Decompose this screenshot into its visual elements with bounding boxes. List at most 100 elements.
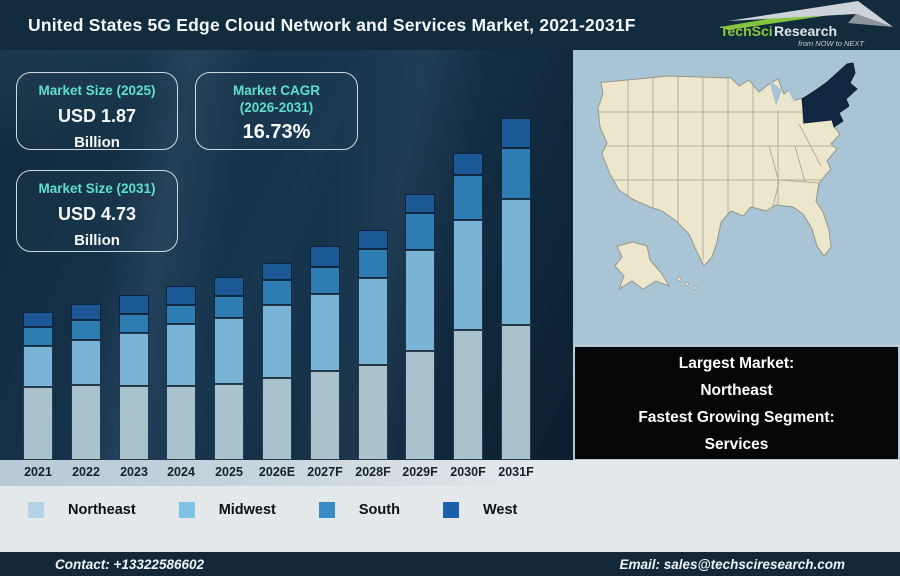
market-size-2031-box: Market Size (2031) USD 4.73 Billion bbox=[16, 170, 178, 252]
bar-segment-south-2021 bbox=[23, 327, 53, 346]
bar-2029F bbox=[405, 194, 435, 460]
market-cagr-title: Market CAGR bbox=[232, 83, 321, 98]
bar-segment-west-2023 bbox=[119, 295, 149, 314]
bar-segment-northeast-2030F bbox=[453, 330, 483, 460]
bar-segment-midwest-2028F bbox=[358, 278, 388, 365]
x-axis-label-2031F: 2031F bbox=[498, 465, 534, 479]
bar-2022 bbox=[71, 304, 101, 460]
bar-2025 bbox=[214, 277, 244, 460]
island-dot bbox=[685, 282, 689, 286]
x-axis-label-2026E: 2026E bbox=[258, 465, 296, 479]
techsci-logo: TechSci Research from NOW to NEXT bbox=[720, 1, 893, 48]
footer: Contact: +13322586602 Email: sales@techs… bbox=[0, 552, 900, 576]
market-size-2031-unit: Billion bbox=[74, 232, 120, 249]
bar-segment-south-2027F bbox=[310, 267, 340, 294]
largest-market-label: Largest Market: bbox=[678, 355, 795, 372]
logo-brand-secondary: Research bbox=[774, 23, 837, 39]
bar-segment-west-2021 bbox=[23, 312, 53, 327]
email-label: Email: bbox=[619, 556, 660, 572]
us-map bbox=[597, 62, 858, 291]
x-axis-label-2029F: 2029F bbox=[402, 465, 438, 479]
bar-segment-south-2029F bbox=[405, 213, 435, 250]
legend-swatch-south bbox=[318, 502, 335, 518]
bar-segment-south-2022 bbox=[71, 320, 101, 340]
email-value: sales@techsciresearch.com bbox=[663, 556, 845, 572]
bar-segment-west-2024 bbox=[166, 286, 196, 305]
contact-info: Contact: +13322586602 bbox=[55, 557, 204, 572]
bar-segment-northeast-2021 bbox=[23, 387, 53, 460]
legend-item-south: South bbox=[318, 502, 400, 518]
x-axis-label-2025: 2025 bbox=[215, 465, 243, 479]
x-axis-label-2021: 2021 bbox=[24, 465, 52, 479]
bar-2030F bbox=[453, 153, 483, 460]
contact-value: +13322586602 bbox=[113, 556, 204, 572]
contact-label: Contact: bbox=[55, 556, 110, 572]
legend-swatch-west bbox=[442, 502, 459, 518]
bar-segment-midwest-2021 bbox=[23, 346, 53, 387]
logo-tagline: from NOW to NEXT bbox=[798, 39, 865, 48]
bar-segment-south-2028F bbox=[358, 249, 388, 278]
x-axis-label-2023: 2023 bbox=[120, 465, 148, 479]
legend-item-midwest: Midwest bbox=[178, 502, 276, 518]
bar-segment-south-2025 bbox=[214, 296, 244, 318]
bar-segment-midwest-2030F bbox=[453, 220, 483, 330]
bar-segment-northeast-2031F bbox=[501, 325, 531, 460]
bar-segment-south-2024 bbox=[166, 305, 196, 324]
bar-2026E bbox=[262, 263, 292, 460]
bar-segment-northeast-2028F bbox=[358, 365, 388, 460]
bar-segment-south-2023 bbox=[119, 314, 149, 333]
bar-plot bbox=[0, 50, 573, 460]
fastest-segment-value: Services bbox=[704, 436, 769, 453]
bar-segment-west-2022 bbox=[71, 304, 101, 320]
x-axis-label-2030F: 2030F bbox=[450, 465, 486, 479]
market-size-2025-value: USD 1.87 bbox=[57, 106, 137, 126]
legend-label-south: South bbox=[358, 502, 400, 518]
bar-segment-west-2028F bbox=[358, 230, 388, 249]
x-axis-label-2024: 2024 bbox=[167, 465, 195, 479]
bar-segment-northeast-2027F bbox=[310, 371, 340, 460]
bar-segment-west-2031F bbox=[501, 118, 531, 148]
logo-arrow-silver bbox=[728, 1, 893, 27]
fastest-segment-label: Fastest Growing Segment: bbox=[638, 409, 835, 426]
market-size-2025-title: Market Size (2025) bbox=[38, 83, 156, 98]
callout-area: Largest Market: Northeast Fastest Growin… bbox=[573, 344, 900, 460]
bar-segment-west-2025 bbox=[214, 277, 244, 296]
us-map-panel bbox=[573, 50, 900, 344]
market-size-2031-title: Market Size (2031) bbox=[38, 181, 156, 196]
bar-segment-northeast-2022 bbox=[71, 385, 101, 460]
legend-item-northeast: Northeast bbox=[28, 502, 136, 518]
bar-segment-northeast-2024 bbox=[166, 386, 196, 460]
alaska bbox=[614, 241, 671, 291]
bar-segment-midwest-2025 bbox=[214, 318, 244, 384]
market-size-2031-value: USD 4.73 bbox=[57, 204, 137, 224]
market-cagr-title-line2: (2026-2031) bbox=[239, 100, 314, 115]
legend-swatch-northeast bbox=[28, 502, 44, 518]
legend-label-west: West bbox=[482, 502, 518, 518]
market-cagr-box: Market CAGR (2026-2031) 16.73% bbox=[195, 72, 358, 150]
bar-segment-midwest-2023 bbox=[119, 333, 149, 386]
bar-segment-midwest-2031F bbox=[501, 199, 531, 325]
northeast-region-highlight bbox=[801, 62, 858, 128]
legend-item-west: West bbox=[442, 502, 518, 518]
legend-label-midwest: Midwest bbox=[218, 502, 276, 518]
legend-label-northeast: Northeast bbox=[68, 502, 136, 518]
bar-segment-west-2029F bbox=[405, 194, 435, 213]
bottom-band: 2021 2022 2023 2024 2025 2026E 2027F 2028F 2029F… bbox=[0, 460, 900, 552]
logo-arrow-shadow bbox=[848, 14, 893, 27]
bar-segment-midwest-2022 bbox=[71, 340, 101, 385]
bar-segment-northeast-2025 bbox=[214, 384, 244, 460]
bar-2027F bbox=[310, 246, 340, 460]
x-axis-label-2028F: 2028F bbox=[355, 465, 391, 479]
header: United States 5G Edge Cloud Network and … bbox=[0, 0, 900, 50]
bar-2021 bbox=[23, 312, 53, 460]
bar-2023 bbox=[119, 295, 149, 460]
us-landmass bbox=[597, 62, 858, 267]
lake-huron bbox=[787, 88, 800, 102]
bar-segment-south-2030F bbox=[453, 175, 483, 220]
chart-panel: Market Size (2025) USD 1.87 Billion Mark… bbox=[0, 50, 573, 460]
island-dot bbox=[693, 286, 697, 290]
x-axis-strip: 2021 2022 2023 2024 2025 2026E 2027F 2028F 2029F… bbox=[0, 460, 573, 486]
bar-segment-midwest-2024 bbox=[166, 324, 196, 386]
bar-segment-midwest-2027F bbox=[310, 294, 340, 371]
